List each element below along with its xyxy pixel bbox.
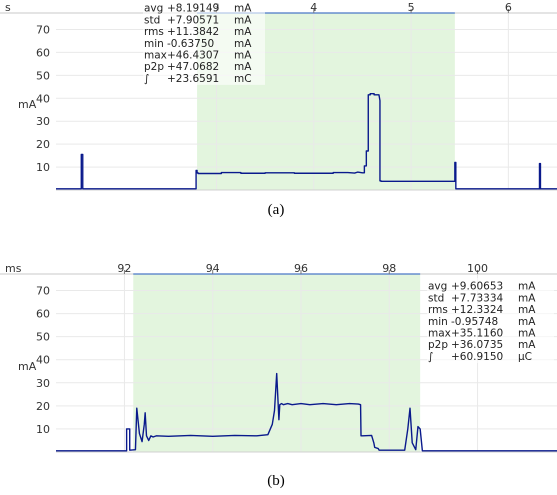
stat-value-0: +8.19149 [167, 3, 219, 15]
x-tick-label-1: 4 [310, 1, 317, 14]
stat-unit-6: mC [234, 73, 252, 85]
stat-unit-2: mA [234, 26, 252, 38]
stat-name-5: p2p [428, 339, 448, 351]
series-line-0 [56, 92, 557, 190]
y-tick-label-0: 10 [36, 423, 50, 436]
panel-caption: (a) [268, 202, 285, 218]
x-tick-label-3: 6 [505, 1, 512, 14]
y-tick-label-2: 30 [36, 377, 50, 390]
y-tick-label-6: 70 [36, 23, 50, 36]
stat-value-1: +7.90571 [167, 14, 219, 26]
y-tick-label-2: 30 [36, 115, 50, 128]
stat-value-3: -0.63750 [167, 38, 214, 50]
x-unit-label: s [5, 1, 11, 14]
stat-name-5: p2p [144, 61, 164, 73]
panel-caption: (b) [267, 473, 285, 489]
x-tick-label-4: 100 [467, 262, 488, 275]
stat-name-2: rms [428, 304, 448, 316]
stat-name-1: std [428, 292, 444, 304]
stat-unit-3: mA [234, 38, 252, 50]
y-axis-label: mA [18, 98, 37, 111]
stat-value-4: +46.4307 [167, 50, 219, 62]
stat-unit-5: mA [518, 339, 536, 351]
stat-unit-2: mA [518, 304, 536, 316]
stat-name-1: std [144, 14, 160, 26]
stat-name-6: ∫ [428, 351, 433, 363]
x-tick-label-0: 92 [117, 262, 131, 275]
stat-name-0: avg [428, 281, 447, 293]
stat-value-2: +12.3324 [451, 304, 504, 316]
stat-unit-4: mA [518, 328, 536, 340]
stat-name-0: avg [144, 3, 163, 15]
stat-name-4: max [428, 328, 451, 340]
stat-value-0: +9.60653 [451, 281, 503, 293]
y-tick-label-4: 50 [36, 331, 50, 344]
stats-box [143, 0, 265, 85]
stat-value-6: +60.9150 [451, 351, 503, 363]
stat-name-4: max [144, 50, 167, 62]
stat-unit-1: mA [518, 292, 536, 304]
series-line-0 [56, 372, 557, 452]
stat-value-5: +47.0682 [167, 61, 219, 73]
stat-unit-3: mA [518, 316, 536, 328]
x-unit-label: ms [5, 262, 22, 275]
chart-panel-1: 92 94 96 98 100 ms 10 20 30 40 50 60 70 mA avg +9.60653… [0, 262, 557, 489]
stat-unit-4: mA [234, 50, 252, 62]
stat-name-3: min [144, 38, 164, 50]
y-tick-label-5: 60 [36, 46, 50, 59]
y-tick-label-4: 50 [36, 69, 50, 82]
y-axis-label: mA [18, 360, 37, 373]
x-tick-label-1: 94 [206, 262, 220, 275]
stat-value-6: +23.6591 [167, 73, 219, 85]
x-tick-label-2: 5 [408, 1, 415, 14]
y-tick-label-1: 20 [36, 400, 50, 413]
stat-unit-6: µC [518, 351, 532, 363]
selection-region [133, 274, 421, 452]
stat-name-2: rms [144, 26, 164, 38]
y-tick-label-6: 70 [36, 285, 50, 298]
y-tick-label-3: 40 [36, 92, 50, 105]
x-tick-label-3: 98 [382, 262, 396, 275]
chart-panel-0: 3456s10203040506070mAavg+8.19149mAstd+7.… [0, 0, 557, 218]
stat-unit-5: mA [234, 61, 252, 73]
stat-value-4: +35.1160 [451, 328, 503, 340]
stat-unit-0: mA [518, 281, 536, 293]
stats-box [427, 278, 554, 363]
stat-unit-0: mA [234, 3, 252, 15]
stat-value-1: +7.73334 [451, 292, 504, 304]
y-tick-label-3: 40 [36, 354, 50, 367]
y-tick-label-1: 20 [36, 138, 50, 151]
y-tick-label-5: 60 [36, 308, 50, 321]
stat-value-2: +11.3842 [167, 26, 219, 38]
stat-unit-1: mA [234, 14, 252, 26]
stat-name-3: min [428, 316, 448, 328]
y-tick-label-0: 10 [36, 161, 50, 174]
x-tick-label-2: 96 [294, 262, 308, 275]
stat-value-5: +36.0735 [451, 339, 503, 351]
stat-name-6: ∫ [144, 73, 149, 85]
stat-value-3: -0.95748 [451, 316, 498, 328]
